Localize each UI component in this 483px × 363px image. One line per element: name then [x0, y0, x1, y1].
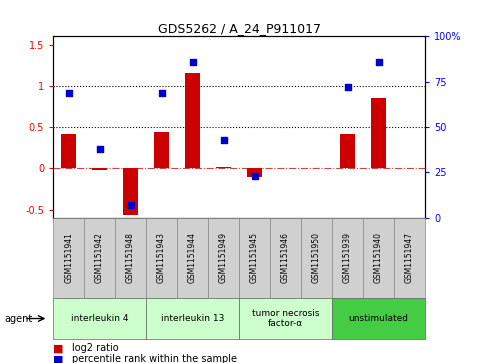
Point: [158, 90, 166, 95]
Text: GSM1151939: GSM1151939: [343, 232, 352, 283]
Text: unstimulated: unstimulated: [349, 314, 409, 323]
Bar: [115, 218, 146, 298]
Bar: [208, 218, 239, 298]
Text: log2 ratio: log2 ratio: [72, 343, 119, 354]
Title: GDS5262 / A_24_P911017: GDS5262 / A_24_P911017: [157, 22, 321, 35]
Point: [96, 146, 103, 152]
Text: GSM1151944: GSM1151944: [188, 232, 197, 283]
Text: GSM1151947: GSM1151947: [405, 232, 414, 283]
Bar: [363, 218, 394, 298]
Bar: [53, 298, 146, 339]
Bar: [61, 134, 76, 168]
Text: ■: ■: [53, 343, 64, 354]
Bar: [332, 298, 425, 339]
Point: [65, 90, 72, 95]
Text: GSM1151941: GSM1151941: [64, 232, 73, 283]
Text: GSM1151946: GSM1151946: [281, 232, 290, 283]
Bar: [154, 132, 170, 168]
Bar: [239, 218, 270, 298]
Bar: [146, 218, 177, 298]
Point: [344, 84, 352, 90]
Bar: [247, 168, 262, 176]
Bar: [53, 218, 84, 298]
Text: interleukin 4: interleukin 4: [71, 314, 128, 323]
Bar: [301, 218, 332, 298]
Bar: [239, 298, 332, 339]
Text: percentile rank within the sample: percentile rank within the sample: [72, 354, 238, 363]
Point: [251, 173, 258, 179]
Text: GSM1151943: GSM1151943: [157, 232, 166, 283]
Bar: [394, 218, 425, 298]
Point: [189, 59, 197, 65]
Text: GSM1151949: GSM1151949: [219, 232, 228, 283]
Bar: [177, 218, 208, 298]
Bar: [84, 218, 115, 298]
Point: [127, 202, 134, 208]
Bar: [92, 168, 107, 170]
Text: ■: ■: [53, 354, 64, 363]
Bar: [185, 73, 200, 168]
Text: GSM1151948: GSM1151948: [126, 232, 135, 283]
Bar: [340, 134, 355, 168]
Text: agent: agent: [5, 314, 33, 323]
Text: interleukin 13: interleukin 13: [161, 314, 224, 323]
Point: [220, 137, 227, 143]
Text: tumor necrosis
factor-α: tumor necrosis factor-α: [252, 309, 319, 328]
Bar: [332, 218, 363, 298]
Text: GSM1151950: GSM1151950: [312, 232, 321, 283]
Bar: [146, 298, 239, 339]
Bar: [371, 98, 386, 168]
Bar: [216, 167, 231, 168]
Text: GSM1151940: GSM1151940: [374, 232, 383, 283]
Bar: [123, 168, 138, 215]
Bar: [270, 218, 301, 298]
Text: GSM1151945: GSM1151945: [250, 232, 259, 283]
Text: GSM1151942: GSM1151942: [95, 232, 104, 283]
Point: [375, 59, 383, 65]
